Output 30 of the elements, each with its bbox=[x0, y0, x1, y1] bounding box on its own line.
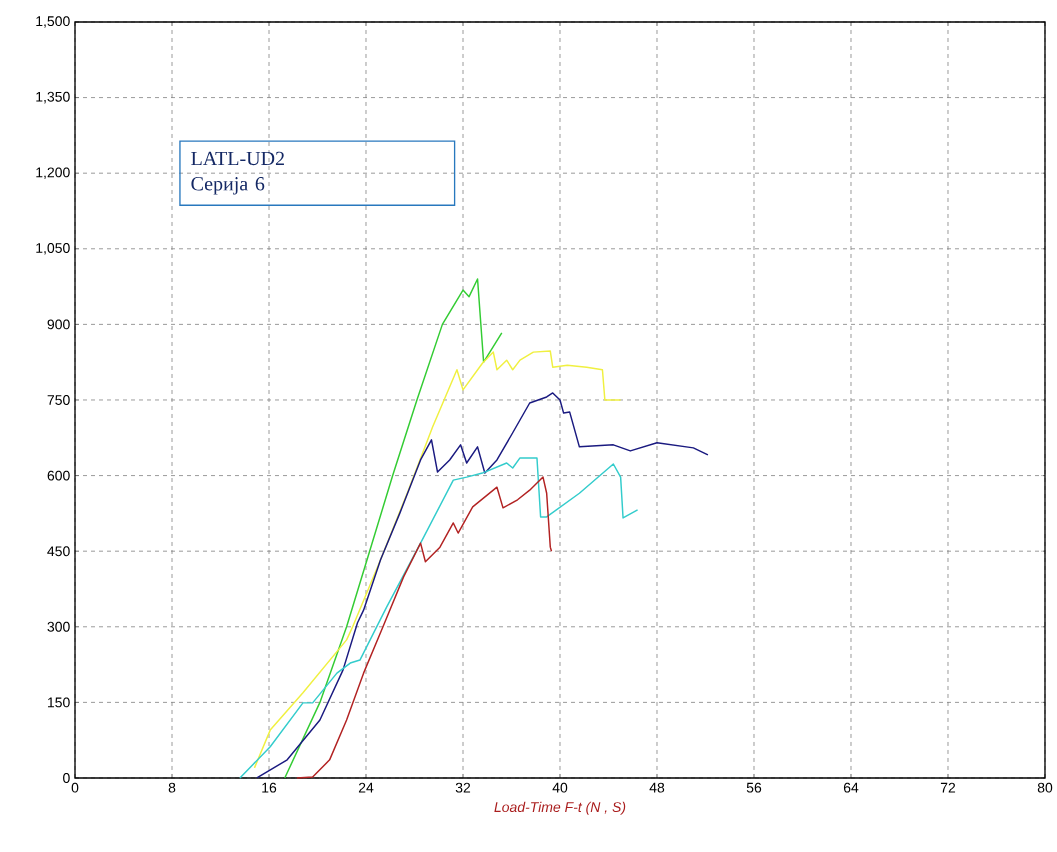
x-tick-label: 56 bbox=[746, 782, 762, 793]
x-tick-label: 24 bbox=[358, 782, 374, 793]
x-tick-label: 72 bbox=[940, 782, 956, 793]
annotation: Серија 6 bbox=[191, 177, 265, 195]
annotation: LATL-UD2 bbox=[191, 151, 284, 166]
line-series bbox=[253, 350, 622, 769]
y-tick-label: 150 bbox=[48, 697, 70, 708]
line-series bbox=[284, 278, 503, 779]
y-tick-label: 1,500 bbox=[36, 16, 70, 28]
y-tick-label: 750 bbox=[47, 395, 70, 405]
y-tick-label: 600 bbox=[47, 470, 70, 481]
x-tick-label: 80 bbox=[1037, 782, 1053, 793]
y-tick-label: 900 bbox=[47, 319, 70, 330]
line-series bbox=[256, 392, 709, 779]
line-series bbox=[296, 476, 553, 779]
x-tick-label: 32 bbox=[455, 782, 471, 793]
x-tick-label: 8 bbox=[168, 782, 176, 793]
y-tick-label: 1,200 bbox=[36, 167, 70, 179]
y-tick-label: 300 bbox=[47, 621, 70, 632]
line-series bbox=[239, 457, 639, 779]
x-tick-label: 48 bbox=[649, 782, 665, 793]
y-tick-label: 1,350 bbox=[36, 91, 70, 104]
x-tick-label: 16 bbox=[262, 782, 277, 793]
x-axis-title: Load-Time F-t (N , S) bbox=[494, 801, 626, 815]
y-tick-label: 0 bbox=[63, 773, 70, 783]
x-tick-label: 64 bbox=[843, 782, 859, 793]
x-tick-label: 0 bbox=[71, 782, 79, 793]
x-tick-label: 40 bbox=[552, 782, 568, 793]
y-tick-label: 1,050 bbox=[36, 243, 70, 255]
y-tick-label: 450 bbox=[47, 546, 70, 557]
